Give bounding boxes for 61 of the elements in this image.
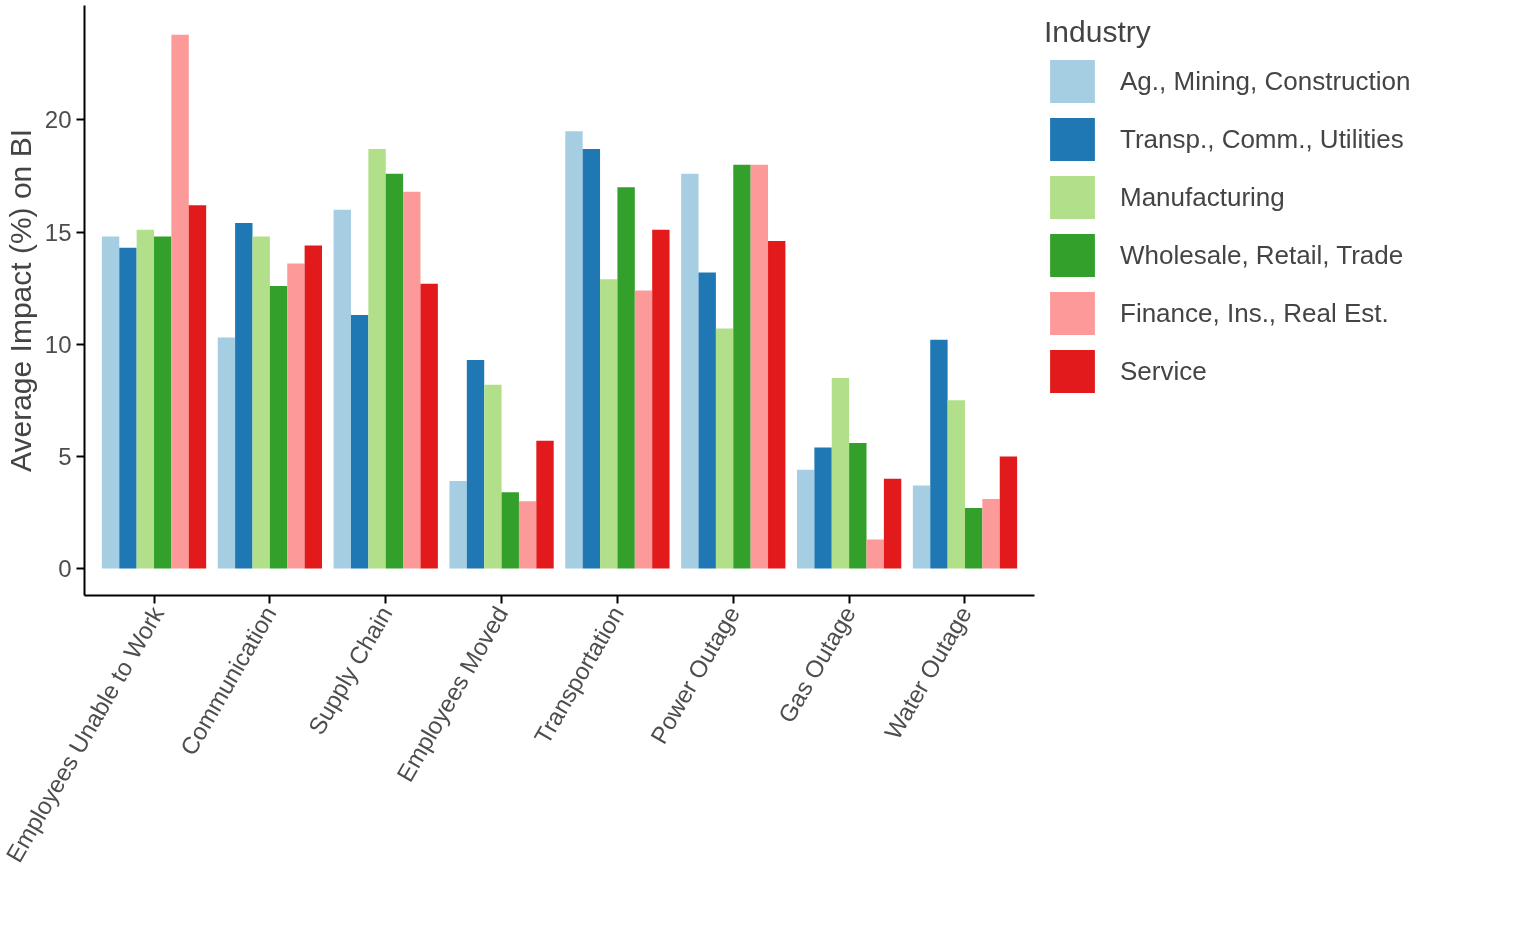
bar [768,241,786,569]
legend-label: Ag., Mining, Construction [1120,65,1411,97]
legend-label: Transp., Comm., Utilities [1120,123,1404,155]
bar [420,283,438,569]
bar [733,164,751,569]
y-tick-label: 20 [44,106,72,134]
bar [634,290,653,569]
bar [982,499,1000,569]
bar [964,508,983,569]
bar [565,131,583,569]
y-tick-label: 10 [44,330,72,358]
legend-label: Manufacturing [1120,181,1285,213]
bar [403,191,421,569]
bar [652,229,670,569]
bar [582,149,601,569]
bar [119,247,137,569]
bar [883,478,902,569]
bar [849,442,867,569]
bar [368,149,386,569]
bar [536,440,554,569]
bar [681,173,699,569]
bar [304,245,322,569]
bar [600,279,618,569]
bar [101,236,120,569]
legend-label: Service [1120,355,1207,387]
bar [154,236,172,569]
bar [947,400,965,569]
bar [252,236,270,569]
bar [449,481,467,569]
bar [333,209,351,569]
bar [269,285,288,569]
bar [466,359,485,569]
bar [217,337,236,569]
y-tick-label: 0 [58,555,72,583]
bar [797,469,815,569]
bar [750,164,769,569]
bar [518,501,537,569]
legend-title: Industry [1044,15,1152,49]
bar [171,34,189,569]
legend-label: Wholesale, Retail, Trade [1120,239,1404,271]
y-tick-label: 5 [58,442,72,470]
y-axis-title: Average Impact (%) on BI [3,129,37,472]
bar [287,263,305,569]
bar [930,339,948,569]
bar [188,205,207,569]
bar [866,539,884,569]
bar [350,315,369,569]
bar [715,328,734,569]
bar [385,173,404,569]
bar [617,187,635,569]
bar [235,223,253,569]
bar [912,485,931,569]
bar [698,272,716,569]
bar [999,456,1018,569]
legend-label: Finance, Ins., Real Est. [1120,297,1389,329]
bar [501,492,519,569]
bar [814,447,832,569]
bar [484,384,502,569]
bar [831,377,850,569]
bar [136,229,155,569]
y-tick-label: 15 [44,218,72,246]
